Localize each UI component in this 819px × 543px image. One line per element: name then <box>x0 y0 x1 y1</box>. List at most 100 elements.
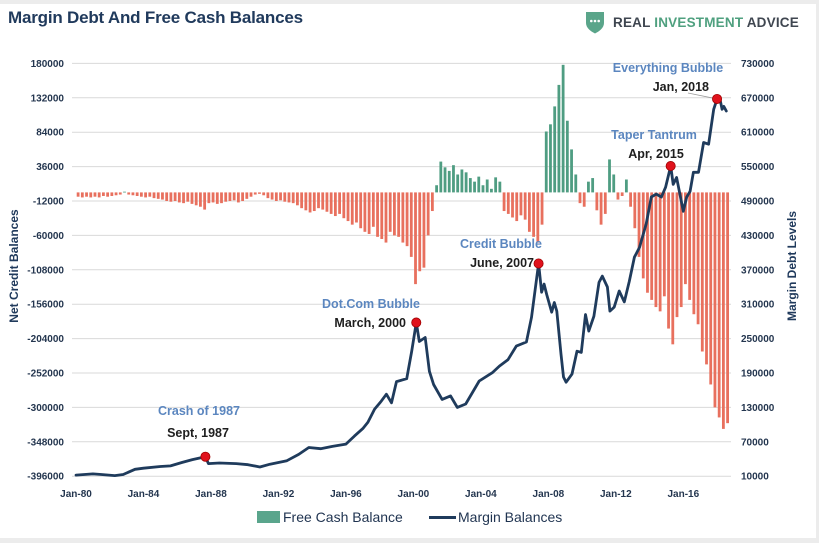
annotation-title: Everything Bubble <box>613 61 723 75</box>
free-cash-bar <box>127 192 131 195</box>
annotation-date: Sept, 1987 <box>167 426 229 440</box>
annotation-dot <box>712 93 723 104</box>
free-cash-bar <box>498 181 502 193</box>
margin-balances-line <box>74 97 728 477</box>
right-tick-label: 730000 <box>741 59 775 70</box>
free-cash-bar <box>359 192 363 229</box>
x-axis-ticks: Jan-80 Jan-84 Jan-88 Jan-92 Jan-96 Jan-00 Jan-… <box>60 489 699 500</box>
free-cash-bar <box>397 192 401 237</box>
right-tick-label: 550000 <box>741 162 775 173</box>
x-tick-label: Jan-04 <box>465 489 497 500</box>
right-axis-title: Margin Debt Levels <box>785 211 799 321</box>
free-cash-bar <box>502 192 506 212</box>
free-cash-bar <box>587 181 590 193</box>
free-cash-bar <box>253 192 257 195</box>
right-tick-label: 370000 <box>741 265 775 276</box>
x-tick-label: Jan-16 <box>667 489 699 500</box>
free-cash-bar <box>241 192 244 201</box>
free-cash-bar <box>384 192 388 243</box>
free-cash-bar <box>544 131 548 193</box>
x-tick-label: Jan-96 <box>330 489 362 500</box>
free-cash-bar <box>363 192 367 232</box>
free-cash-bar <box>110 192 114 196</box>
free-cash-bar <box>422 192 426 268</box>
free-cash-bar <box>709 192 713 385</box>
free-cash-bar <box>549 124 552 193</box>
legend-item-margin: Margin Balances <box>429 509 562 525</box>
free-cash-bar <box>300 192 304 209</box>
free-cash-bar <box>477 176 481 193</box>
free-cash-bar <box>468 178 472 193</box>
free-cash-bar <box>705 192 708 365</box>
left-tick-label: -204000 <box>27 334 64 345</box>
free-cash-bar <box>194 192 198 206</box>
annotation-dot <box>200 451 211 462</box>
free-cash-bar <box>308 192 312 213</box>
free-cash-bar <box>447 170 451 193</box>
free-cash-bar <box>418 192 422 272</box>
x-tick-label: Jan-92 <box>263 489 295 500</box>
left-tick-label: 84000 <box>36 128 64 139</box>
annotations: Crash of 1987 Sept, 1987 Dot.Com Bubble Mar… <box>158 61 723 462</box>
free-cash-bar <box>506 192 510 214</box>
x-tick-label: Jan-08 <box>533 489 565 500</box>
free-cash-bar <box>721 192 725 429</box>
free-cash-bar <box>371 192 375 227</box>
free-cash-bar <box>426 192 430 236</box>
free-cash-bar <box>684 192 687 285</box>
x-tick-label: Jan-12 <box>600 489 632 500</box>
brand-logo: REAL INVESTMENT ADVICE <box>585 9 799 35</box>
annotation-dot <box>411 317 422 328</box>
free-cash-bar <box>220 192 223 204</box>
left-tick-label: -300000 <box>27 403 64 414</box>
free-cash-bar <box>333 192 337 217</box>
free-cash-bar <box>199 192 202 207</box>
free-cash-bar <box>540 192 544 225</box>
free-cash-bar <box>490 188 493 193</box>
free-cash-bar <box>388 192 392 232</box>
right-tick-label: 670000 <box>741 93 775 104</box>
free-cash-bar <box>439 161 443 193</box>
free-cash-bar <box>658 192 662 312</box>
x-tick-label: Jan-88 <box>195 489 227 500</box>
free-cash-bar <box>85 192 88 197</box>
free-cash-bar <box>616 192 620 200</box>
free-cash-bar <box>713 192 717 408</box>
free-cash-bar <box>249 192 253 197</box>
x-tick-label: Jan-80 <box>60 489 92 500</box>
free-cash-bar <box>325 192 329 212</box>
free-cash-bar <box>561 64 565 193</box>
annotation-title: Crash of 1987 <box>158 404 240 418</box>
annotation-title: Dot.Com Bubble <box>322 297 420 311</box>
free-cash-bar <box>102 192 105 196</box>
free-cash-bar <box>515 192 519 222</box>
free-cash-bar <box>296 192 299 206</box>
free-cash-bar <box>283 192 287 202</box>
free-cash-bar <box>519 192 523 216</box>
legend-item-free-cash: Free Cash Balance <box>257 509 403 525</box>
free-cash-bar <box>270 192 274 200</box>
free-cash-bar <box>646 192 649 293</box>
annotation-date: Apr, 2015 <box>628 147 684 161</box>
free-cash-bar <box>152 192 156 199</box>
brand-investment: INVESTMENT <box>654 14 744 30</box>
annotation-date: June, 2007 <box>470 256 534 270</box>
free-cash-bar <box>89 192 93 198</box>
free-cash-bar <box>430 192 434 212</box>
right-tick-label: 10000 <box>741 472 769 483</box>
free-cash-bar <box>114 192 118 196</box>
annotation-dot <box>533 258 544 269</box>
free-cash-bar <box>460 169 464 193</box>
free-cash-bar <box>570 149 573 193</box>
free-cash-bar <box>599 192 603 225</box>
right-tick-label: 250000 <box>741 334 775 345</box>
free-cash-bar <box>287 192 291 203</box>
right-tick-label: 490000 <box>741 197 775 208</box>
free-cash-bar <box>574 174 578 193</box>
free-cash-bar <box>536 192 540 243</box>
free-cash-bar <box>156 192 160 199</box>
right-axis-ticks: 730000 670000 610000 550000 490000 430000 3700… <box>741 59 775 483</box>
free-cash-bar <box>342 192 346 219</box>
gridlines <box>72 62 731 477</box>
free-cash-bar <box>123 191 126 193</box>
